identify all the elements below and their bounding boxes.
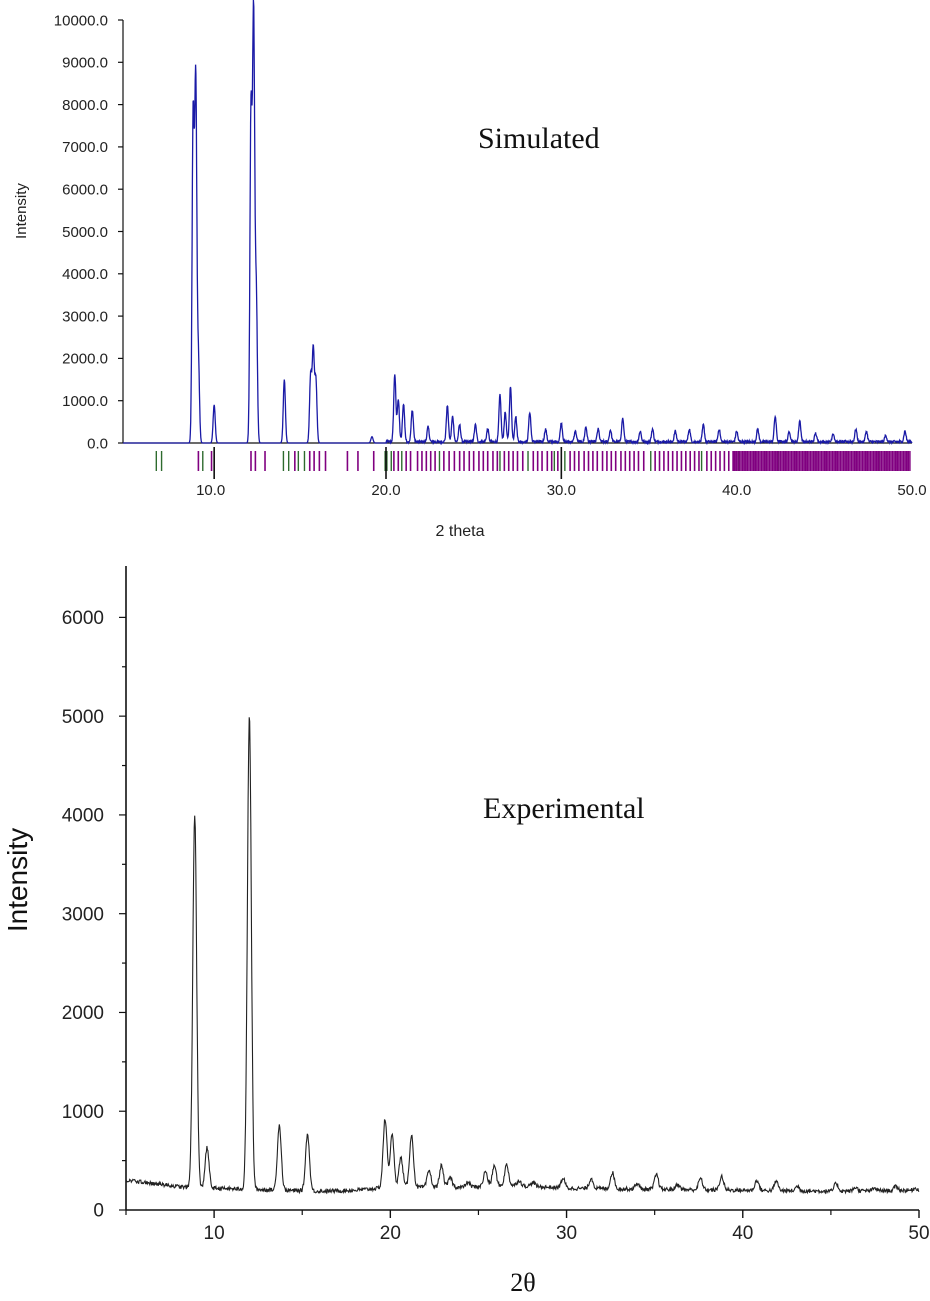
simulated-y-tick-label: 4000.0 (62, 266, 108, 283)
simulated-y-tick-label: 3000.0 (62, 308, 108, 325)
experimental-annotation: Experimental (483, 792, 645, 825)
simulated-y-tick-label: 1000.0 (62, 393, 108, 410)
simulated-y-tick-label: 6000.0 (62, 181, 108, 198)
experimental-y-tick-label: 4000 (62, 806, 104, 827)
simulated-y-tick-label: 2000.0 (62, 351, 108, 368)
simulated-x-axis-label: 2 theta (436, 523, 485, 540)
reflection-markers (155, 447, 911, 479)
experimental-x-tick-label: 50 (908, 1223, 929, 1244)
simulated-y-tick-label: 0.0 (87, 435, 108, 452)
experimental-pattern-line (125, 717, 920, 1195)
simulated-y-axis-label: Intensity (13, 183, 30, 239)
simulated-y-tick-label: 10000.0 (54, 12, 108, 29)
simulated-x-tick-label: 20.0 (371, 482, 400, 499)
experimental-chart: 0 1000 2000 3000 4000 5000 6000 10 20 30 40 50 Int… (2, 566, 930, 1297)
experimental-y-tick-label: 2000 (62, 1003, 104, 1024)
simulated-x-tick-label: 40.0 (722, 482, 751, 499)
experimental-y-axis: 0 1000 2000 3000 4000 5000 6000 (62, 608, 126, 1222)
simulated-y-tick-label: 8000.0 (62, 97, 108, 114)
simulated-y-axis: 0.0 1000.0 2000.0 3000.0 4000.0 5000.0 6000.0 7… (54, 12, 123, 452)
experimental-y-tick-label: 6000 (62, 608, 104, 629)
experimental-y-axis-label: Intensity (2, 828, 33, 932)
simulated-x-tick-label: 30.0 (547, 482, 576, 499)
experimental-y-tick-label: 0 (93, 1201, 104, 1222)
experimental-x-axis-label: 2θ (510, 1268, 535, 1297)
simulated-pattern-line (123, 0, 913, 446)
experimental-x-tick-label: 20 (380, 1223, 401, 1244)
simulated-chart: 0.0 1000.0 2000.0 3000.0 4000.0 5000.0 6000.0 7… (13, 0, 927, 540)
simulated-y-tick-label: 7000.0 (62, 139, 108, 156)
experimental-x-tick-label: 40 (732, 1223, 753, 1244)
experimental-y-tick-label: 1000 (62, 1102, 104, 1123)
simulated-x-tick-label: 50.0 (897, 482, 926, 499)
experimental-x-axis: 10 20 30 40 50 (125, 1210, 930, 1244)
experimental-x-tick-label: 10 (204, 1223, 225, 1244)
simulated-y-tick-label: 9000.0 (62, 55, 108, 72)
simulated-annotation: Simulated (478, 122, 600, 155)
simulated-x-axis: 10.0 20.0 30.0 40.0 50.0 (196, 482, 927, 499)
simulated-y-tick-label: 5000.0 (62, 224, 108, 241)
experimental-x-tick-label: 30 (556, 1223, 577, 1244)
simulated-x-tick-label: 10.0 (196, 482, 225, 499)
experimental-y-tick-label: 3000 (62, 904, 104, 925)
experimental-y-tick-label: 5000 (62, 707, 104, 728)
